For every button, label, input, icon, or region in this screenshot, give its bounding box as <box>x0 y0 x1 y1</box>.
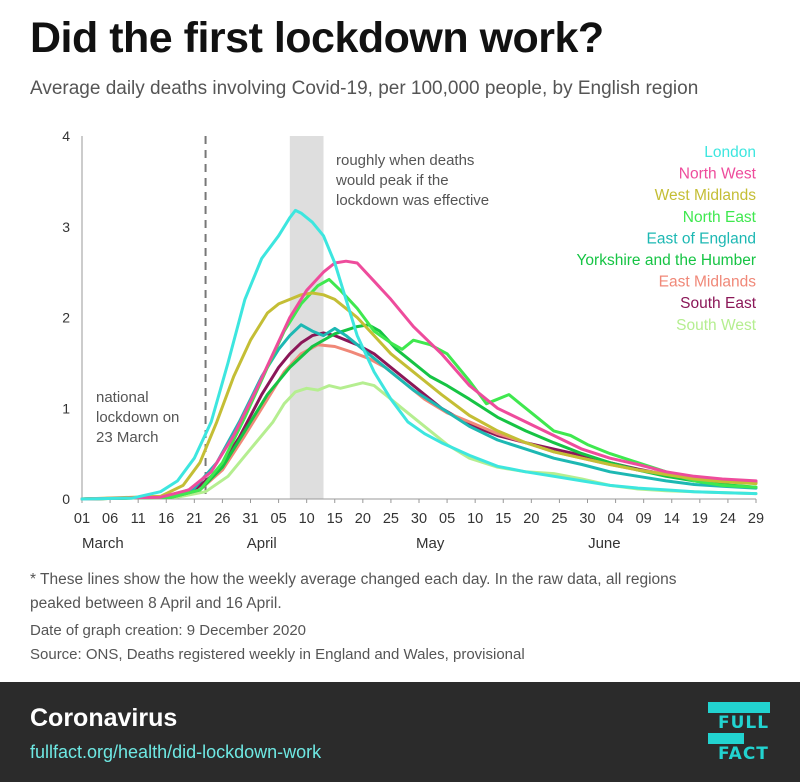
series-line-south-west <box>80 381 758 501</box>
footer-title: Coronavirus <box>30 704 178 732</box>
peak-annotation: lockdown was effective <box>336 192 489 209</box>
x-tick-label: 31 <box>242 511 258 527</box>
series-line-london <box>80 208 758 501</box>
x-tick-label: 04 <box>608 511 624 527</box>
y-tick-label: 0 <box>62 491 70 507</box>
article-link[interactable]: fullfact.org/health/did-lockdown-work <box>30 742 322 762</box>
x-tick-label: 05 <box>271 511 287 527</box>
legend-entry: Yorkshire and the Humber <box>577 252 757 269</box>
lockdown-annotation: 23 March <box>96 429 159 446</box>
legend-entry: South East <box>680 295 757 312</box>
x-tick-label: 10 <box>299 511 315 527</box>
logo-text-fact: FACT <box>718 744 769 764</box>
x-tick-label: 15 <box>495 511 511 527</box>
y-tick-label: 1 <box>62 400 70 416</box>
legend-entry: North East <box>683 209 757 226</box>
source-note: Source: ONS, Deaths registered weekly in… <box>30 646 525 663</box>
month-label: May <box>416 535 445 552</box>
month-label: June <box>588 535 621 552</box>
x-tick-label: 25 <box>551 511 567 527</box>
logo-bar-middle <box>708 733 744 744</box>
x-tick-label: 16 <box>158 511 174 527</box>
x-tick-label: 14 <box>664 511 680 527</box>
legend-entry: North West <box>679 166 757 183</box>
legend-entry: London <box>704 144 756 161</box>
page-subtitle: Average daily deaths involving Covid-19,… <box>30 78 699 99</box>
peak-annotation: roughly when deaths <box>336 152 474 169</box>
x-tick-label: 11 <box>131 511 146 527</box>
y-tick-label: 4 <box>62 128 70 144</box>
x-tick-label: 29 <box>748 511 764 527</box>
footnote: * These lines show the how the weekly av… <box>30 568 677 616</box>
legend-entry: West Midlands <box>655 187 757 204</box>
x-tick-label: 20 <box>523 511 539 527</box>
x-tick-label: 19 <box>692 511 708 527</box>
y-tick-label: 3 <box>62 219 70 235</box>
footer-bar: Coronavirus fullfact.org/health/did-lock… <box>0 682 800 782</box>
x-tick-label: 10 <box>467 511 483 527</box>
logo-text-full: FULL <box>718 713 770 733</box>
x-tick-label: 01 <box>74 511 90 527</box>
x-tick-label: 30 <box>579 511 595 527</box>
x-tick-label: 15 <box>327 511 343 527</box>
x-tick-label: 05 <box>439 511 455 527</box>
legend-entry: East of England <box>647 230 756 247</box>
x-tick-label: 09 <box>636 511 652 527</box>
month-label: March <box>82 535 124 552</box>
x-tick-label: 20 <box>355 511 371 527</box>
footnote-line-2: peaked between 8 April and 16 April. <box>30 595 282 612</box>
footnote-line-1: * These lines show the how the weekly av… <box>30 571 677 588</box>
page-title: Did the first lockdown work? <box>30 14 604 62</box>
x-tick-label: 24 <box>720 511 736 527</box>
logo-bar-top <box>708 702 770 713</box>
month-label: April <box>247 535 277 552</box>
x-tick-label: 06 <box>102 511 118 527</box>
series-line-north-west <box>80 259 758 501</box>
x-tick-label: 30 <box>411 511 427 527</box>
creation-date: Date of graph creation: 9 December 2020 <box>30 622 306 639</box>
x-tick-label: 26 <box>214 511 230 527</box>
lockdown-annotation: national <box>96 389 149 406</box>
series-line-west-midlands <box>80 291 758 501</box>
peak-annotation: would peak if the <box>335 172 449 189</box>
fullfact-logo[interactable]: FULL FACT <box>708 702 770 764</box>
legend-entry: South West <box>676 317 757 334</box>
lockdown-annotation: lockdown on <box>96 409 179 426</box>
y-tick-label: 2 <box>62 310 70 326</box>
peak-band <box>289 136 324 499</box>
x-tick-label: 21 <box>186 511 202 527</box>
legend-entry: East Midlands <box>659 274 757 291</box>
x-tick-label: 25 <box>383 511 399 527</box>
